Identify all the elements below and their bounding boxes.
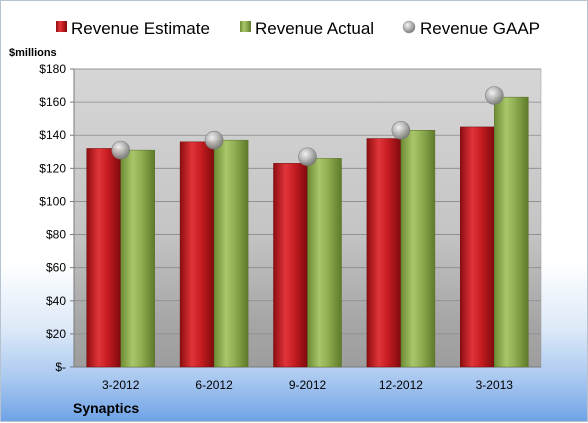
x-tick-label: 12-2012 (379, 378, 423, 392)
bar-revenue-estimate (366, 138, 402, 368)
bar-revenue-actual (494, 96, 529, 368)
bar-revenue-estimate (179, 141, 215, 368)
x-tick-label: 6-2012 (195, 378, 233, 392)
y-tick-label: $160 (39, 95, 66, 109)
legend: Revenue Estimate Revenue Actual Revenue … (56, 19, 540, 38)
x-tick-label: 3-2013 (476, 378, 514, 392)
y-tick-label: $100 (39, 194, 66, 208)
bar-revenue-actual (307, 158, 342, 368)
marker-revenue-gaap (391, 120, 411, 140)
y-tick-label: $140 (39, 128, 66, 142)
bar-revenue-actual (400, 130, 436, 368)
legend-label-gaap: Revenue GAAP (420, 19, 540, 38)
company-label: Synaptics (73, 400, 139, 416)
y-tick-label: $- (55, 360, 66, 374)
bar-revenue-estimate (86, 148, 121, 368)
marker-revenue-gaap (298, 147, 317, 167)
bar-revenue-actual (120, 149, 155, 368)
legend-label-actual: Revenue Actual (255, 19, 374, 38)
y-tick-label: $20 (46, 327, 66, 341)
x-tick-label: 3-2012 (102, 378, 140, 392)
legend-swatch-actual (240, 21, 251, 32)
bars (86, 96, 529, 368)
y-tick-labels: $- $20 $40 $60 $80 $100 $120 $140 $160 $180 (39, 62, 66, 374)
unit-label: $millions (9, 47, 57, 59)
bar-revenue-estimate (273, 163, 308, 368)
bar-revenue-estimate (460, 126, 495, 368)
y-tick-label: $120 (39, 161, 66, 175)
x-tick-labels: 3-2012 6-2012 9-2012 12-2012 3-2013 (102, 378, 513, 392)
legend-label-estimate: Revenue Estimate (71, 19, 210, 38)
x-tick-label: 9-2012 (289, 378, 327, 392)
bar-revenue-actual (213, 139, 249, 368)
y-tick-label: $60 (46, 261, 66, 275)
marker-revenue-gaap (111, 140, 130, 160)
y-tick-label: $80 (46, 228, 66, 242)
marker-revenue-gaap (484, 86, 504, 105)
y-tick-label: $180 (39, 62, 66, 76)
gaap-markers (111, 86, 504, 167)
y-tick-label: $40 (46, 294, 66, 308)
marker-revenue-gaap (204, 130, 224, 150)
legend-swatch-estimate (56, 21, 67, 32)
legend-swatch-gaap (402, 20, 416, 34)
